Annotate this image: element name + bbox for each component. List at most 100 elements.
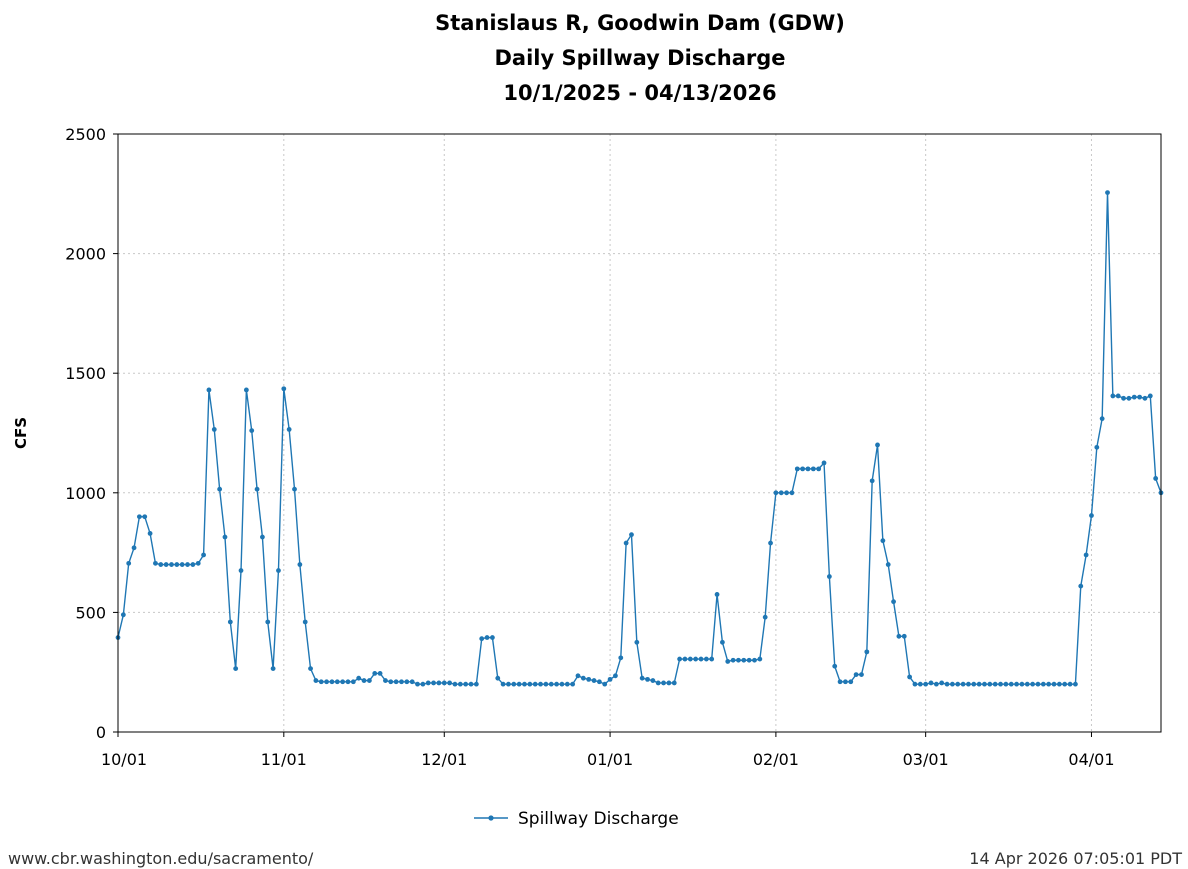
x-tick-label: 01/01 bbox=[587, 750, 633, 769]
data-point bbox=[784, 490, 789, 496]
data-point bbox=[468, 681, 474, 687]
series-line bbox=[117, 191, 1162, 685]
data-point bbox=[891, 599, 896, 605]
x-tick-label: 12/01 bbox=[421, 750, 467, 769]
data-point bbox=[329, 679, 335, 685]
data-point bbox=[345, 679, 351, 685]
y-tick-label: 2000 bbox=[65, 245, 106, 264]
data-point bbox=[318, 679, 324, 685]
data-point bbox=[666, 680, 672, 686]
data-point bbox=[260, 534, 265, 540]
data-point bbox=[570, 681, 576, 687]
data-point bbox=[966, 681, 971, 687]
data-point bbox=[313, 678, 319, 683]
data-point bbox=[1073, 681, 1078, 687]
data-point bbox=[383, 678, 388, 683]
grid-lines bbox=[118, 134, 1161, 732]
data-point bbox=[917, 681, 923, 687]
data-point bbox=[623, 540, 629, 546]
data-point bbox=[875, 442, 880, 448]
title-line-2: Daily Spillway Discharge bbox=[494, 46, 786, 70]
plot-frame bbox=[117, 133, 1162, 733]
data-point bbox=[142, 514, 148, 520]
data-point bbox=[404, 679, 410, 685]
timestamp: 14 Apr 2026 07:05:01 PDT bbox=[969, 849, 1182, 868]
data-point bbox=[864, 649, 870, 655]
data-point bbox=[944, 681, 950, 687]
title-line-3: 10/1/2025 - 04/13/2026 bbox=[503, 81, 777, 105]
data-point bbox=[1030, 681, 1036, 687]
data-point bbox=[596, 679, 602, 685]
data-point bbox=[393, 679, 399, 685]
data-point bbox=[928, 680, 934, 686]
legend: Spillway Discharge bbox=[474, 809, 679, 829]
data-point bbox=[527, 681, 533, 687]
data-point bbox=[848, 679, 854, 685]
data-point bbox=[859, 672, 864, 677]
data-point bbox=[174, 562, 180, 567]
data-point bbox=[415, 681, 420, 687]
data-point bbox=[971, 681, 977, 687]
data-point bbox=[206, 387, 212, 393]
data-point bbox=[655, 680, 661, 686]
series-layer bbox=[115, 190, 1164, 687]
data-point bbox=[602, 681, 608, 687]
data-point bbox=[399, 679, 404, 685]
data-point bbox=[736, 657, 741, 663]
data-point bbox=[265, 619, 271, 625]
data-point bbox=[516, 681, 522, 687]
data-point bbox=[960, 681, 966, 687]
data-point bbox=[1115, 393, 1121, 399]
data-point bbox=[276, 568, 281, 573]
x-tick-label: 04/01 bbox=[1068, 750, 1114, 769]
data-point bbox=[361, 678, 367, 683]
data-point bbox=[409, 679, 415, 685]
data-point bbox=[452, 681, 458, 687]
data-point bbox=[1062, 681, 1068, 687]
x-axis: 10/01 11/01 12/01 01/01 02/01 03/01 04/01 bbox=[101, 732, 1115, 769]
data-point bbox=[479, 636, 485, 642]
data-point bbox=[661, 680, 666, 686]
data-point bbox=[998, 681, 1003, 687]
data-point bbox=[1094, 444, 1100, 450]
data-point bbox=[768, 540, 773, 546]
data-point bbox=[955, 681, 961, 687]
y-tick-label: 500 bbox=[75, 603, 106, 622]
data-point bbox=[1099, 416, 1105, 422]
data-point bbox=[613, 673, 618, 679]
data-point bbox=[441, 680, 447, 686]
data-point bbox=[292, 486, 297, 492]
data-point bbox=[1153, 476, 1159, 481]
x-tick-label: 03/01 bbox=[903, 750, 949, 769]
y-tick-label: 2500 bbox=[65, 125, 106, 144]
data-point bbox=[987, 681, 993, 687]
data-point bbox=[217, 486, 223, 492]
data-point bbox=[297, 562, 303, 567]
source-link[interactable]: www.cbr.washington.edu/sacramento/ bbox=[8, 849, 314, 868]
data-point bbox=[447, 680, 453, 686]
data-point bbox=[639, 675, 645, 681]
y-axis: 0 500 1000 1500 2000 2500 bbox=[65, 125, 118, 742]
data-point bbox=[484, 635, 490, 640]
data-point bbox=[356, 675, 362, 681]
data-point bbox=[286, 427, 292, 432]
data-point bbox=[885, 562, 891, 567]
data-point bbox=[222, 534, 228, 540]
data-point bbox=[420, 681, 426, 687]
data-point bbox=[1040, 681, 1046, 687]
data-point bbox=[179, 562, 185, 567]
data-point bbox=[1019, 681, 1025, 687]
data-point bbox=[372, 671, 378, 676]
data-point bbox=[511, 681, 517, 687]
data-point bbox=[548, 681, 554, 687]
data-point bbox=[773, 490, 779, 496]
data-point bbox=[789, 490, 795, 496]
data-point bbox=[506, 681, 511, 687]
data-point bbox=[901, 633, 907, 639]
data-point bbox=[136, 514, 142, 520]
data-point bbox=[762, 614, 768, 620]
data-point bbox=[302, 619, 308, 625]
data-point bbox=[243, 387, 249, 393]
title-line-1: Stanislaus R, Goodwin Dam (GDW) bbox=[435, 11, 845, 35]
data-point bbox=[575, 673, 581, 679]
